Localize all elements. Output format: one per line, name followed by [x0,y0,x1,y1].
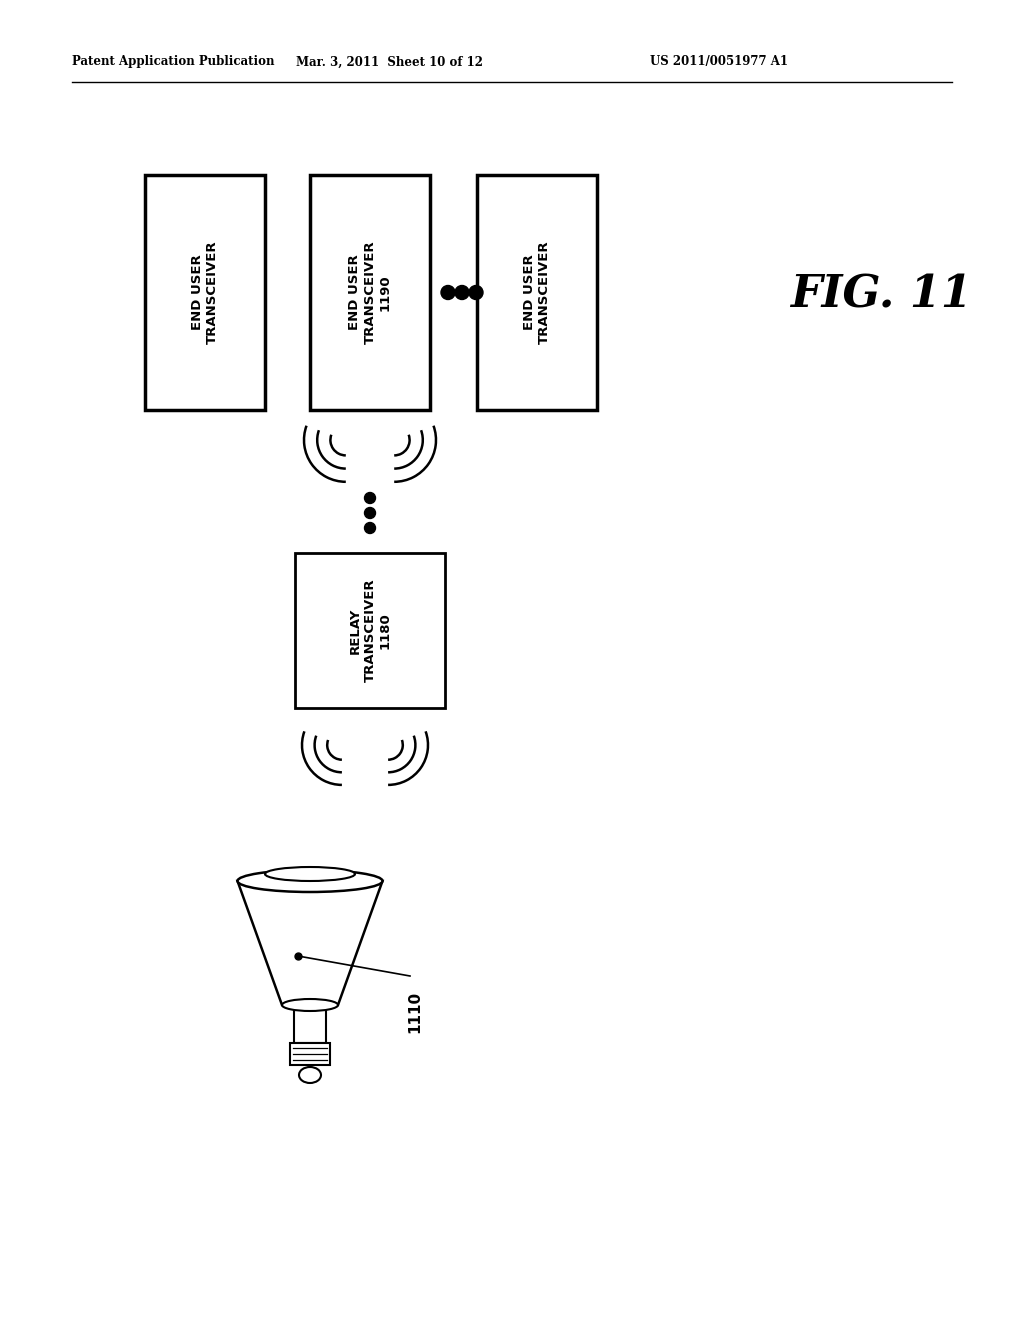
Text: US 2011/0051977 A1: US 2011/0051977 A1 [650,55,788,69]
Bar [310,176,430,411]
Bar [290,1043,330,1065]
Text: Patent Application Publication: Patent Application Publication [72,55,274,69]
Text: END USER
TRANSCEIVER
1190: END USER TRANSCEIVER 1190 [348,240,391,345]
Bar [477,176,597,411]
Polygon shape [294,1005,326,1043]
Polygon shape [238,880,383,1005]
Ellipse shape [282,999,338,1011]
Text: FIG. 11: FIG. 11 [790,273,972,317]
Ellipse shape [238,870,383,892]
Text: END USER
TRANSCEIVER: END USER TRANSCEIVER [523,240,551,345]
Text: 1110: 1110 [408,991,423,1034]
Bar [295,553,445,708]
Circle shape [365,507,376,519]
Bar [145,176,265,411]
Text: END USER
TRANSCEIVER: END USER TRANSCEIVER [191,240,219,345]
Text: RELAY
TRANSCEIVER
1180: RELAY TRANSCEIVER 1180 [348,578,391,682]
Circle shape [365,492,376,503]
Ellipse shape [265,867,355,880]
Circle shape [365,523,376,533]
Circle shape [469,285,483,300]
Ellipse shape [299,1067,321,1082]
Circle shape [441,285,455,300]
Text: Mar. 3, 2011  Sheet 10 of 12: Mar. 3, 2011 Sheet 10 of 12 [297,55,483,69]
Circle shape [455,285,469,300]
